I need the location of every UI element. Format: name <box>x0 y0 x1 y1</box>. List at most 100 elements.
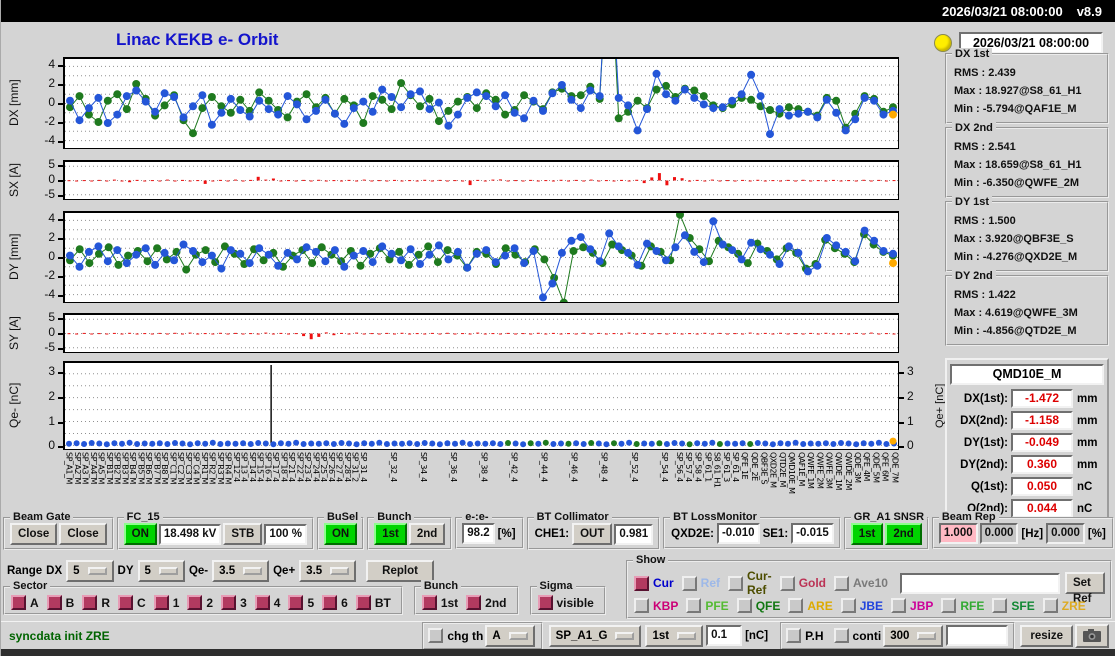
show-checkbox-pfe[interactable]: PFE <box>686 598 729 613</box>
sector-checkbox-6[interactable]: 6 <box>322 595 348 610</box>
show-checkbox-cur[interactable]: Cur <box>634 575 674 591</box>
replot-button[interactable]: Replot <box>366 560 434 582</box>
checkbox-label: 2nd <box>485 595 507 610</box>
bunch-checkbox-1st[interactable]: 1st <box>421 595 458 610</box>
fc15-on-button[interactable]: ON <box>123 523 157 545</box>
bpm-label: QTD2E_M <box>777 452 787 487</box>
bunch-checkbox-2nd[interactable]: 2nd <box>466 595 507 610</box>
range-dx-dropdown[interactable]: 5 <box>66 560 114 582</box>
monitor-name[interactable]: QMD10E_M <box>950 364 1104 385</box>
bpm-label: SP_C1_M <box>168 452 178 484</box>
bpm-label: SP_58_4 <box>693 452 703 482</box>
sigma-checkbox-visible[interactable]: visible <box>537 595 594 610</box>
sector-checkbox-5[interactable]: 5 <box>288 595 314 610</box>
bpm-label: QMD10E_M <box>787 452 796 494</box>
sector-checkbox-b[interactable]: B <box>46 595 74 610</box>
sector-checkbox-r[interactable]: R <box>82 595 110 610</box>
fc15-percent-value: 100 % <box>264 523 307 545</box>
ref-file-input[interactable] <box>899 572 1060 594</box>
monitor-row-label: DX(1st): <box>963 392 1008 405</box>
ph-label: P.H <box>805 628 824 643</box>
range-qe-minus-label: Qe- <box>188 565 209 577</box>
chg-th-checkbox[interactable] <box>428 628 444 643</box>
checkbox-label: 2 <box>206 595 214 610</box>
y-tick-mark <box>58 372 63 374</box>
sector-checkbox-c[interactable]: C <box>118 595 146 610</box>
acquisition-group: P.H conti 300 <box>780 621 1016 650</box>
sp-monitor-dropdown[interactable]: SP_A1_G <box>548 624 642 647</box>
stat-rms: RMS : 2.439 <box>954 67 1016 79</box>
sy-y-axis: 5 0 -5 <box>27 311 63 354</box>
dy-plot <box>63 211 899 303</box>
beam-rep-value-3: 0.000 <box>1046 523 1085 544</box>
conti-checkbox[interactable] <box>833 628 849 643</box>
sy-chart-canvas <box>65 318 898 349</box>
gr-snsr-1st-button[interactable]: 1st <box>850 523 884 545</box>
ph-checkbox[interactable] <box>786 628 802 643</box>
checkbox-label: 6 <box>341 595 348 610</box>
show-checkbox-are[interactable]: ARE <box>788 598 833 613</box>
sector-checkbox-2[interactable]: 2 <box>187 595 213 610</box>
monitor-row-unit: nC <box>1077 502 1093 515</box>
fc15-stb-button[interactable]: STB <box>223 523 263 545</box>
dy-y-axis: 4 2 0 -2 -4 <box>27 211 63 303</box>
sector-checkbox-3[interactable]: 3 <box>221 595 247 610</box>
bpm-label: QWFE_2M <box>815 452 825 489</box>
count-dropdown[interactable]: 300 <box>883 624 944 647</box>
bunch-sel-dropdown[interactable]: 1st <box>645 624 704 647</box>
range-qe-plus-dropdown[interactable]: 3.5 <box>299 560 357 582</box>
bpm-label: SP_61_3 <box>721 452 731 482</box>
beam-gate-close-2-button[interactable]: Close <box>59 523 107 545</box>
beam-rep-group: Beam Rep 1.000 0.000 [Hz] 0.000 [%] <box>931 511 1114 549</box>
set-ref-button[interactable]: Set Ref <box>1064 572 1105 605</box>
sector-checkbox-bt[interactable]: BT <box>355 595 391 610</box>
charge-threshold-input[interactable] <box>706 625 743 646</box>
sector-checkbox-4[interactable]: 4 <box>254 595 280 610</box>
stat-box-title: DY 1st <box>952 196 993 208</box>
monitor-row: DY(2nd): 0.360 mm <box>950 455 1104 474</box>
bunch-1st-button[interactable]: 1st <box>374 523 407 545</box>
bunch-group: Bunch 1st 2nd <box>367 511 453 550</box>
sector-checkbox-a[interactable]: A <box>11 595 39 610</box>
count-input[interactable] <box>946 625 1009 646</box>
bt-collimator-out-button[interactable]: OUT <box>572 523 613 545</box>
bpm-label: QWDE_2M <box>843 452 853 490</box>
chg-th-dropdown[interactable]: A <box>485 624 535 647</box>
bpm-label: SP_A4_M <box>88 452 98 484</box>
bpm-label: SP_A2_M <box>73 452 82 484</box>
sector-checkbox-1[interactable]: 1 <box>153 595 179 610</box>
show-checkbox-zre[interactable]: ZRE <box>1042 598 1086 613</box>
show-checkbox-rfe[interactable]: RFE <box>941 598 984 613</box>
monitor-row-unit: nC <box>1077 480 1093 493</box>
show-checkbox-sfe[interactable]: SFE <box>992 598 1035 613</box>
y-tick-label: 0 <box>907 438 914 452</box>
bpm-label: SP_R3_M <box>216 452 225 484</box>
status-message: syncdata init ZRE <box>9 628 110 643</box>
checkbox-label: 5 <box>307 595 315 610</box>
range-dy-dropdown[interactable]: 5 <box>137 560 185 582</box>
screenshot-button[interactable] <box>1075 623 1109 648</box>
resize-button[interactable]: resize <box>1020 624 1073 647</box>
beam-gate-close-1-button[interactable]: Close <box>10 523 58 545</box>
bpm-label: SP_61_1 <box>703 452 713 482</box>
bunch-select-title: Bunch <box>420 580 462 592</box>
sx-chart-canvas <box>65 165 898 196</box>
range-qe-minus-dropdown[interactable]: 3.5 <box>212 560 270 582</box>
gr-snsr-2nd-button[interactable]: 2nd <box>885 523 922 545</box>
show-checkbox-jbe[interactable]: JBE <box>840 598 883 613</box>
show-checkbox-gold[interactable]: Gold <box>779 575 826 591</box>
show-checkbox-qfe[interactable]: QFE <box>736 598 780 613</box>
bpm-label: SP_B6_M <box>144 452 154 484</box>
busel-on-button[interactable]: ON <box>323 523 358 545</box>
show-checkbox-ref[interactable]: Ref <box>681 575 720 591</box>
bunch-2nd-button[interactable]: 2nd <box>408 523 446 545</box>
show-checkbox-ave10[interactable]: Ave10 <box>834 575 888 591</box>
bpm-label: SP_A5_M <box>96 452 106 484</box>
show-checkbox-cur-ref[interactable]: Cur-Ref <box>728 569 772 597</box>
orbit-stats-panel: DX 1st RMS : 2.439 Max : 18.927@S8_61_H1… <box>945 48 1109 349</box>
checkbox-label: PFE <box>705 598 729 613</box>
bunch-select-group: Bunch 1st 2nd <box>413 580 519 615</box>
show-checkbox-jbp[interactable]: JBP <box>891 598 933 613</box>
show-checkbox-kbp[interactable]: KBP <box>634 598 678 613</box>
beam-gate-title: Beam Gate <box>10 511 74 523</box>
